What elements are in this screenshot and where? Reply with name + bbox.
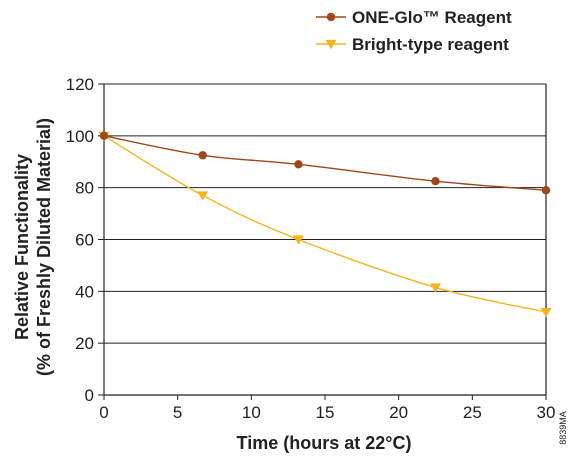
series-layer <box>98 131 552 318</box>
y-tick-label-20: 20 <box>75 334 94 353</box>
y-tick-labels: 0 20 40 60 80 100 120 <box>66 75 94 405</box>
series-line <box>103 135 547 313</box>
y-axis-title-line2: (% of Freshly Diluted Material) <box>34 118 54 376</box>
legend-item-1: Bright-type reagent <box>316 35 509 54</box>
x-tick-label-5: 5 <box>173 403 182 422</box>
y-tick-label-80: 80 <box>75 179 94 198</box>
figure-id-label: 8839MA <box>558 411 568 445</box>
legend: ONE-Glo™ Reagent Bright-type reagent <box>316 8 512 54</box>
y-tick-label-0: 0 <box>85 386 94 405</box>
legend-label: ONE-Glo™ Reagent <box>352 8 512 27</box>
x-tick-label-15: 15 <box>316 403 335 422</box>
series-line <box>103 135 547 191</box>
y-tick-label-60: 60 <box>75 231 94 250</box>
legend-item-0: ONE-Glo™ Reagent <box>316 8 512 27</box>
x-tick-label-30: 30 <box>537 403 556 422</box>
x-tick-labels: 0 5 10 15 20 25 30 <box>99 403 555 422</box>
data-point-1 <box>197 191 209 201</box>
axes <box>98 83 547 400</box>
x-axis-title: Time (hours at 22°C) <box>237 433 412 453</box>
legend-swatch-marker <box>326 12 336 22</box>
series-bright-type <box>98 131 552 318</box>
y-tick-label-40: 40 <box>75 282 94 301</box>
data-point-3 <box>430 283 441 293</box>
x-tick-label-10: 10 <box>242 403 261 422</box>
data-point-2 <box>294 160 303 169</box>
data-point-4 <box>541 186 551 195</box>
y-axis-title: Relative Functionality (% of Freshly Dil… <box>12 118 54 376</box>
data-point-1 <box>198 151 207 160</box>
series-one-glo <box>99 131 551 195</box>
y-axis-title-line1: Relative Functionality <box>12 154 32 340</box>
x-tick-label-20: 20 <box>389 403 408 422</box>
data-point-0 <box>99 131 109 141</box>
data-point-4 <box>540 307 552 318</box>
x-tick-label-0: 0 <box>99 403 108 422</box>
grid-lines <box>104 83 546 344</box>
legend-label: Bright-type reagent <box>352 35 509 54</box>
y-tick-label-100: 100 <box>66 127 94 146</box>
x-tick-label-25: 25 <box>463 403 482 422</box>
y-tick-label-120: 120 <box>66 75 94 94</box>
data-point-3 <box>431 176 440 186</box>
legend-swatch-marker <box>325 39 337 50</box>
data-point-2 <box>292 235 304 245</box>
